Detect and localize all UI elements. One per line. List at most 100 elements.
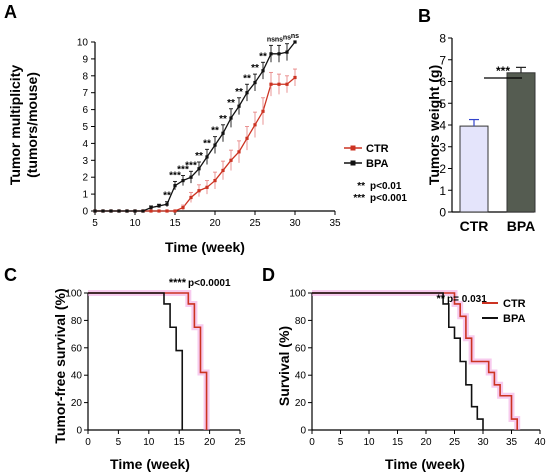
sig-key-label-2: p<0.001 bbox=[370, 193, 407, 204]
bar-bpa bbox=[506, 72, 536, 213]
panel-c-y-tick-label: 80 bbox=[71, 316, 83, 327]
panel-b-y-tick-label: 1 bbox=[439, 184, 446, 198]
panel-c-y-tick-label: 60 bbox=[71, 343, 83, 354]
series-bpa-point bbox=[205, 155, 209, 159]
sig-key-label-1: p<0.01 bbox=[370, 181, 402, 192]
panel-c-y-tick-label: 20 bbox=[71, 398, 83, 409]
series-bpa-point bbox=[229, 116, 233, 120]
panel-b-category-label: CTR bbox=[460, 218, 489, 234]
panel-a-significance-mark: *** bbox=[169, 170, 181, 181]
series-ctr-point bbox=[293, 75, 297, 80]
panel-a-y-tick-label: 3 bbox=[82, 156, 88, 167]
panel-b-y-tick-label: 6 bbox=[439, 75, 446, 89]
panel-d-series-ctr-step bbox=[312, 292, 518, 430]
series-ctr-point bbox=[277, 82, 281, 86]
panel-c-x-tick-label: 15 bbox=[174, 437, 186, 448]
panel-a-ylabel-line1: Tumor multiplicity bbox=[7, 65, 23, 186]
panel-a-significance-mark: ** bbox=[243, 73, 251, 84]
series-bpa-point bbox=[253, 80, 257, 85]
panel-d-y-tick-label: 100 bbox=[289, 289, 306, 300]
series-bpa-point bbox=[141, 209, 145, 213]
series-bpa-point bbox=[197, 167, 201, 171]
panel-d-x-tick-label: 40 bbox=[534, 437, 546, 448]
panel-c-sig-stars: **** bbox=[169, 277, 187, 289]
series-ctr-point bbox=[261, 109, 265, 113]
panel-b-y-tick-label: 4 bbox=[439, 119, 446, 133]
series-bpa-point bbox=[101, 209, 105, 213]
panel-d-letter: D bbox=[262, 265, 275, 285]
series-bpa-point bbox=[109, 209, 113, 213]
panel-a-significance-mark: ns bbox=[283, 35, 291, 42]
panel-a-x-tick-label: 25 bbox=[249, 218, 261, 229]
panel-d-ylabel: Survival (%) bbox=[276, 326, 292, 406]
series-bpa-point bbox=[93, 209, 97, 213]
panel-a-y-tick-label: 10 bbox=[77, 38, 89, 49]
panel-d: D Time (week) Survival (%) 0 5 10 15 20 25 30 3… bbox=[262, 265, 546, 472]
panel-a-significance-mark: ** bbox=[251, 63, 259, 74]
panel-d-y-tick-label: 80 bbox=[295, 316, 307, 327]
panel-a-y-tick-label: 9 bbox=[82, 54, 88, 65]
panel-a-significance-mark: *** bbox=[185, 160, 197, 171]
series-ctr-point bbox=[173, 209, 177, 213]
panel-a-x-tick-label: 5 bbox=[92, 218, 98, 229]
panel-a-significance-mark: ** bbox=[211, 126, 219, 137]
panel-a-significance-mark: *** bbox=[177, 165, 189, 176]
panel-c-xlabel: Time (week) bbox=[110, 456, 190, 472]
panel-a-y-tick-label: 1 bbox=[82, 190, 88, 201]
panel-a-x-tick-label: 10 bbox=[129, 218, 141, 229]
series-bpa-point bbox=[157, 204, 161, 208]
panel-a: A Time (week) Tumor multiplicity (tumors… bbox=[4, 2, 407, 255]
series-bpa-point bbox=[261, 69, 265, 73]
panel-a-xlabel: Time (week) bbox=[165, 239, 245, 255]
panel-d-y-tick-label: 0 bbox=[300, 426, 306, 437]
legend-ctr-marker bbox=[350, 145, 356, 151]
series-ctr-point bbox=[237, 150, 241, 154]
sig-key-stars-1: ** bbox=[357, 181, 365, 192]
panel-a-y-tick-label: 7 bbox=[82, 88, 88, 99]
panel-a-annotations: *****************************ns ns ns ns bbox=[163, 33, 299, 202]
series-bpa-point bbox=[221, 131, 225, 135]
series-ctr-point bbox=[165, 209, 169, 213]
panel-c-sig-label: p<0.0001 bbox=[188, 278, 231, 289]
panel-b-category-label: BPA bbox=[507, 218, 536, 234]
panel-c-ylabel: Tumor-free survival (%) bbox=[52, 288, 68, 443]
legend-ctr-label: CTR bbox=[366, 143, 389, 155]
panel-a-legend: CTR BPA bbox=[344, 143, 389, 170]
panel-c-y-tick-label: 100 bbox=[65, 289, 82, 300]
panel-a-y-tick-label: 5 bbox=[82, 122, 88, 133]
panel-a-y-tick-label: 6 bbox=[82, 105, 88, 116]
panel-d-sig-label: p= 0.031 bbox=[447, 294, 487, 305]
series-ctr-point bbox=[157, 209, 161, 213]
panel-a-x-tick-label: 35 bbox=[329, 218, 341, 229]
panel-a-significance-key: ** p<0.01 *** p<0.001 bbox=[353, 181, 407, 204]
panel-d-axes: 0 5 10 15 20 25 30 35 40 0 20 40 60 80 100 bbox=[289, 289, 546, 449]
series-ctr-point bbox=[205, 185, 209, 189]
series-bpa-point bbox=[277, 52, 281, 56]
legend-d-ctr-label: CTR bbox=[503, 298, 526, 310]
panel-d-x-tick-label: 35 bbox=[506, 437, 518, 448]
panel-d-series-bpa-step bbox=[312, 292, 484, 430]
panel-d-x-tick-label: 15 bbox=[392, 437, 404, 448]
series-bpa-point bbox=[173, 184, 177, 188]
series-bpa-point bbox=[237, 104, 241, 108]
series-bpa-point bbox=[245, 91, 249, 95]
panel-a-significance-mark: ** bbox=[227, 98, 235, 109]
panel-c-x-tick-label: 10 bbox=[143, 437, 155, 448]
panel-d-xlabel: Time (week) bbox=[385, 456, 465, 472]
sig-key-stars-2: *** bbox=[353, 193, 365, 204]
panel-c-x-tick-label: 0 bbox=[85, 437, 91, 448]
panel-a-significance-mark: ** bbox=[195, 151, 203, 162]
panel-b-letter: B bbox=[418, 6, 431, 26]
panel-a-marks bbox=[93, 40, 297, 213]
series-ctr-point bbox=[221, 168, 225, 173]
series-ctr-point bbox=[189, 195, 193, 200]
series-bpa-point bbox=[125, 209, 129, 213]
panel-c-axes: 0 5 10 15 20 25 0 20 40 60 80 100 bbox=[65, 289, 246, 449]
series-bpa-point bbox=[269, 52, 273, 56]
series-bpa-line bbox=[95, 41, 296, 212]
panel-a-axes: 5 10 15 20 25 30 35 0 1 2 3 4 5 6 7 8 9 10 bbox=[77, 38, 341, 230]
panel-c-x-tick-label: 25 bbox=[234, 437, 246, 448]
panel-a-significance-mark: ns bbox=[267, 36, 275, 43]
legend-bpa-marker bbox=[350, 160, 356, 166]
